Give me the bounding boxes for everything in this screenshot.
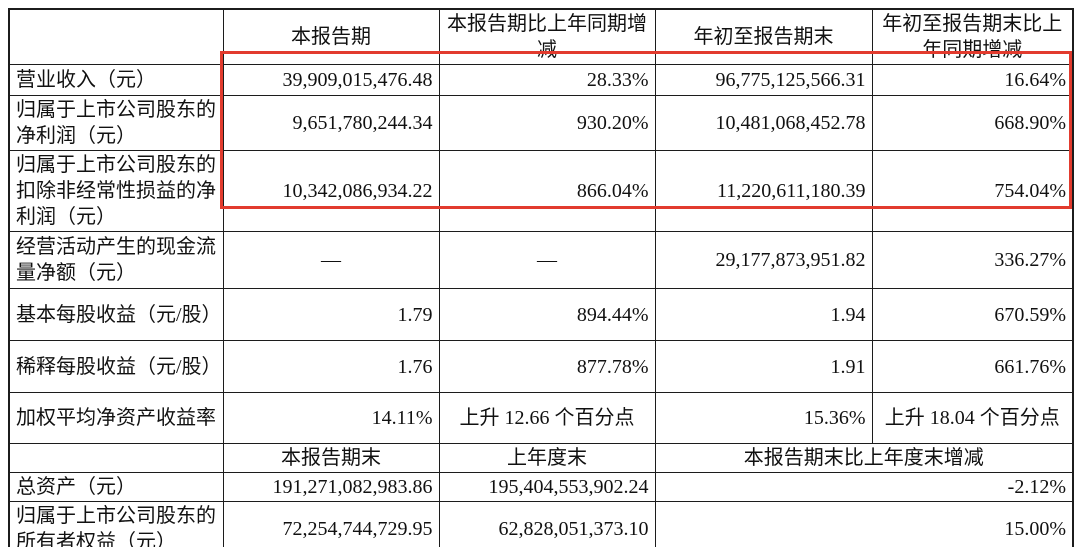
metric-label: 总资产（元） [8,472,224,502]
table-row-operating-cash-flow: 经营活动产生的现金流量净额（元） — — 29,177,873,951.82 3… [8,231,1074,289]
header-corner-cell [8,443,224,473]
value-ytd: 1.91 [654,340,873,393]
header-change-vs-prior-year-end: 本报告期末比上年度末增减 [654,443,1074,473]
table-row-diluted-eps: 稀释每股收益（元/股） 1.76 877.78% 1.91 661.76% [8,340,1074,393]
header-ytd: 年初至报告期末 [654,8,873,65]
header-end-of-prior-year: 上年度末 [438,443,656,473]
table-row-net-profit: 归属于上市公司股东的净利润（元） 9,651,780,244.34 930.20… [8,95,1074,151]
metric-label: 基本每股收益（元/股） [8,288,224,341]
value-current-period: 9,651,780,244.34 [222,95,440,151]
table-row-total-assets: 总资产（元） 191,271,082,983.86 195,404,553,90… [8,472,1074,502]
table-row-net-profit-excl-nonrecurring: 归属于上市公司股东的扣除非经常性损益的净利润（元） 10,342,086,934… [8,150,1074,232]
value-yoy-change: 894.44% [438,288,656,341]
header-current-period: 本报告期 [222,8,440,65]
value-ytd-yoy-change: 668.90% [871,95,1074,151]
metric-label: 归属于上市公司股东的所有者权益（元） [8,501,224,547]
metric-label: 稀释每股收益（元/股） [8,340,224,393]
value-yoy-change: — [438,231,656,289]
table-header-row-position: 本报告期末 上年度末 本报告期末比上年度末增减 [8,443,1074,473]
metric-label: 加权平均净资产收益率 [8,392,224,444]
value-ytd: 10,481,068,452.78 [654,95,873,151]
metric-label: 营业收入（元） [8,64,224,96]
value-current-period: 1.79 [222,288,440,341]
value-ytd: 15.36% [654,392,873,444]
value-change-vs-prior-year-end: 15.00% [654,501,1074,547]
table-row-weighted-avg-roe: 加权平均净资产收益率 14.11% 上升 12.66 个百分点 15.36% 上… [8,392,1074,444]
value-yoy-change: 28.33% [438,64,656,96]
value-ytd-yoy-change: 336.27% [871,231,1074,289]
metric-label: 归属于上市公司股东的净利润（元） [8,95,224,151]
value-yoy-change: 上升 12.66 个百分点 [438,392,656,444]
value-yoy-change: 877.78% [438,340,656,393]
value-ytd: 1.94 [654,288,873,341]
metric-label: 归属于上市公司股东的扣除非经常性损益的净利润（元） [8,150,224,232]
table-header-row-period: 本报告期 本报告期比上年同期增减 年初至报告期末 年初至报告期末比上年同期增减 [8,8,1074,65]
table-row-operating-revenue: 营业收入（元） 39,909,015,476.48 28.33% 96,775,… [8,64,1074,96]
value-ytd-yoy-change: 上升 18.04 个百分点 [871,392,1074,444]
value-end-of-prior-year: 195,404,553,902.24 [438,472,656,502]
table-row-owners-equity: 归属于上市公司股东的所有者权益（元） 72,254,744,729.95 62,… [8,501,1074,547]
value-current-period: 39,909,015,476.48 [222,64,440,96]
value-ytd: 29,177,873,951.82 [654,231,873,289]
value-end-of-period: 72,254,744,729.95 [222,501,440,547]
value-end-of-period: 191,271,082,983.86 [222,472,440,502]
header-end-of-period: 本报告期末 [222,443,440,473]
value-change-vs-prior-year-end: -2.12% [654,472,1074,502]
value-ytd: 11,220,611,180.39 [654,150,873,232]
value-ytd: 96,775,125,566.31 [654,64,873,96]
value-current-period: — [222,231,440,289]
value-current-period: 1.76 [222,340,440,393]
value-ytd-yoy-change: 661.76% [871,340,1074,393]
value-yoy-change: 930.20% [438,95,656,151]
header-yoy-change: 本报告期比上年同期增减 [438,8,656,65]
value-ytd-yoy-change: 670.59% [871,288,1074,341]
header-corner-cell [8,8,224,65]
value-end-of-prior-year: 62,828,051,373.10 [438,501,656,547]
value-current-period: 10,342,086,934.22 [222,150,440,232]
header-ytd-yoy-change: 年初至报告期末比上年同期增减 [871,8,1074,65]
value-ytd-yoy-change: 754.04% [871,150,1074,232]
table-row-basic-eps: 基本每股收益（元/股） 1.79 894.44% 1.94 670.59% [8,288,1074,341]
value-ytd-yoy-change: 16.64% [871,64,1074,96]
metric-label: 经营活动产生的现金流量净额（元） [8,231,224,289]
value-yoy-change: 866.04% [438,150,656,232]
financial-summary-table: 本报告期 本报告期比上年同期增减 年初至报告期末 年初至报告期末比上年同期增减 … [8,8,1074,547]
value-current-period: 14.11% [222,392,440,444]
